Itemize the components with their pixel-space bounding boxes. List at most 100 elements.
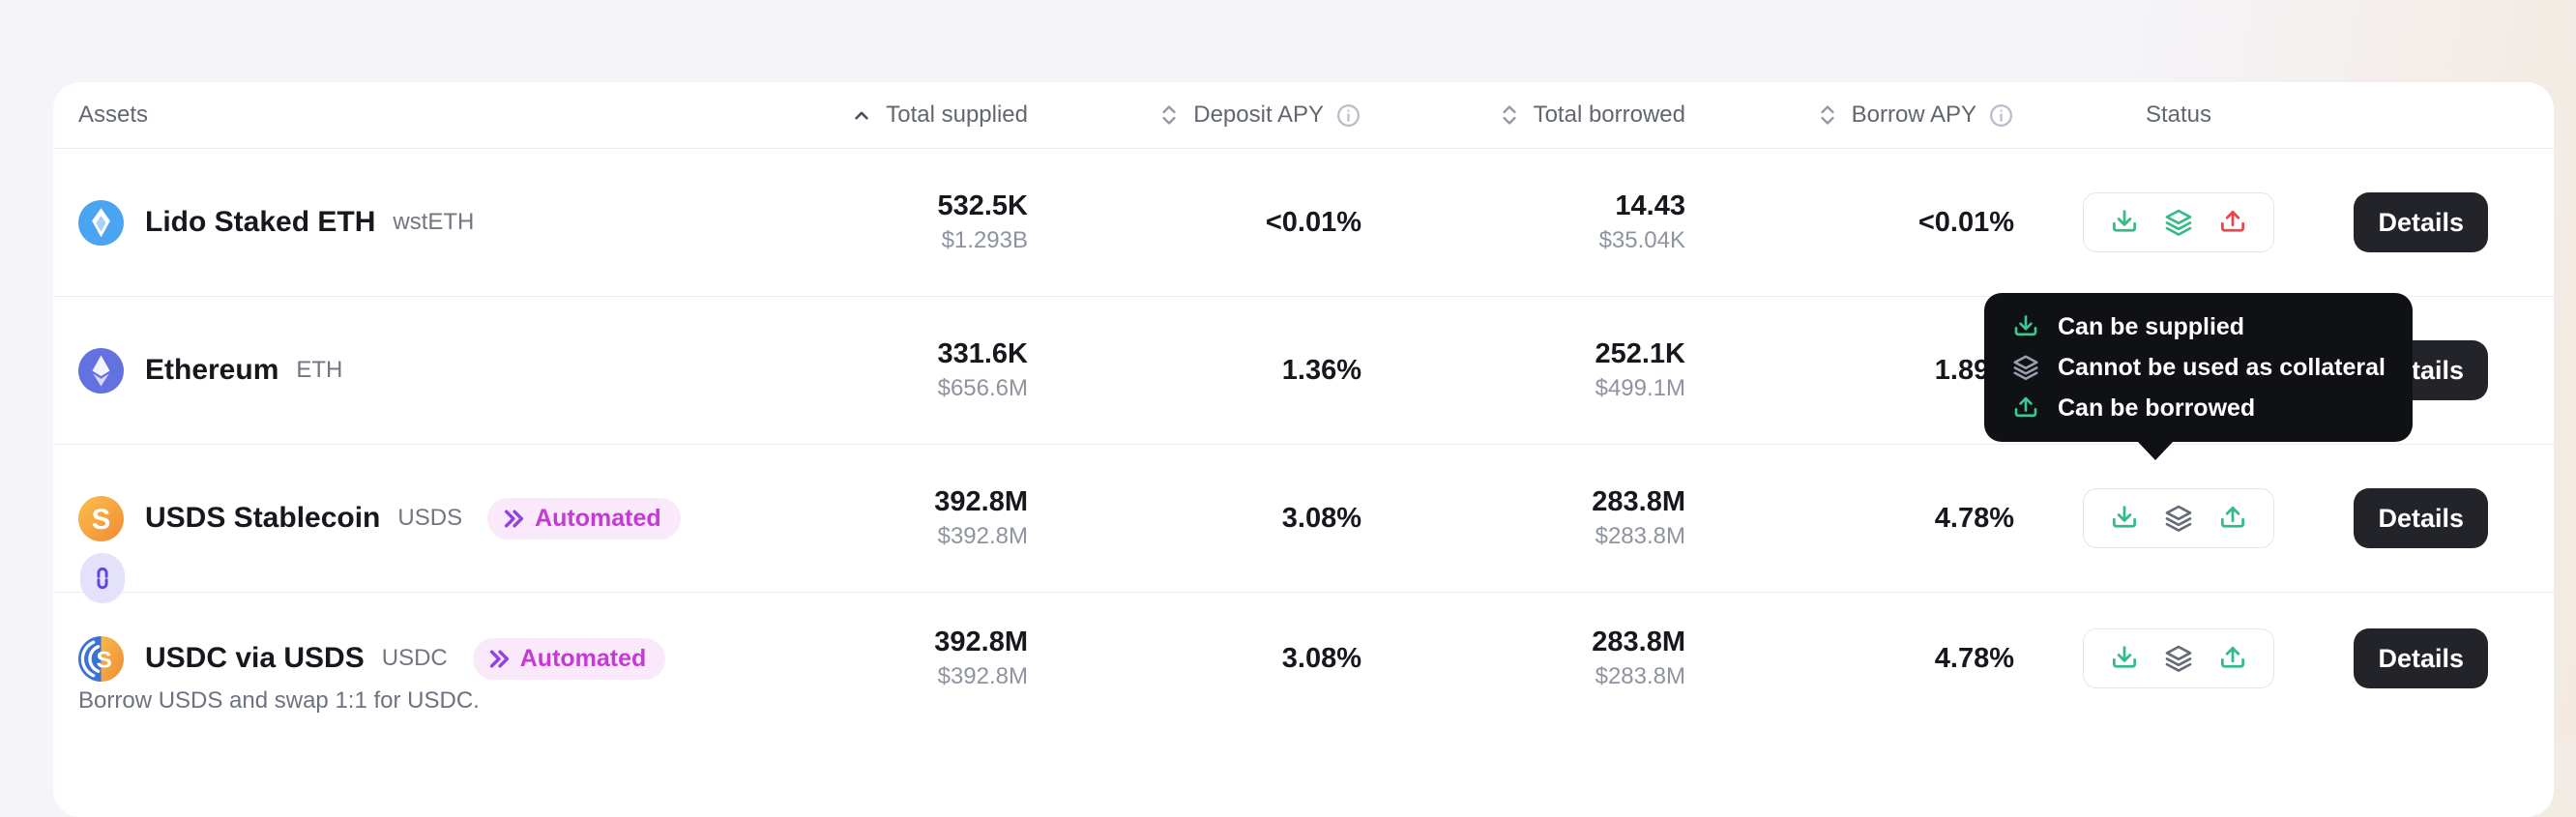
borrow-apy-cell: <0.01% xyxy=(1917,206,2014,238)
details-cell: Details xyxy=(2304,488,2488,548)
asset-ticker: USDC xyxy=(381,645,448,671)
status-cell xyxy=(2034,488,2324,548)
column-header-assets: Assets xyxy=(78,102,660,129)
sort-icon[interactable] xyxy=(1497,102,1522,128)
svg-text:S: S xyxy=(92,503,111,535)
details-button[interactable]: Details xyxy=(2354,488,2488,548)
total-supplied-cell: 392.8M $392.8M xyxy=(660,627,1028,689)
usdc-via-usds-icon: S xyxy=(78,635,124,682)
deposit-apy-cell: <0.01% xyxy=(1265,206,1361,238)
svg-text:S: S xyxy=(96,647,111,673)
column-label: Total supplied xyxy=(886,102,1028,128)
info-icon[interactable] xyxy=(1335,102,1361,129)
supplied-usd: $656.6M xyxy=(937,374,1028,401)
borrow-apy-cell: 4.78% xyxy=(1934,502,2014,534)
borrowed-usd: $283.8M xyxy=(1595,522,1685,549)
asset-name: USDC via USDS xyxy=(145,642,365,674)
total-supplied-cell: 532.5K $1.293B xyxy=(660,190,1028,253)
info-icon[interactable] xyxy=(1988,102,2014,129)
borrowed-amount: 252.1K xyxy=(1595,338,1685,370)
automated-badge-label: Automated xyxy=(519,644,647,672)
column-header-borrow-apy[interactable]: Borrow APY xyxy=(1685,102,2014,129)
supply-status-icon xyxy=(2109,503,2140,534)
tooltip-item-supply: Can be supplied xyxy=(2011,312,2386,341)
column-header-total-borrowed[interactable]: Total borrowed xyxy=(1361,102,1685,129)
borrow-status-icon xyxy=(2217,643,2248,674)
borrowed-usd: $35.04K xyxy=(1598,226,1685,253)
total-supplied-cell: 392.8M $392.8M xyxy=(660,486,1028,549)
column-header-status: Status xyxy=(2034,102,2324,129)
asset-cell: Lido Staked ETH wstETH xyxy=(78,199,660,246)
supplied-amount: 532.5K xyxy=(937,190,1028,222)
deposit-apy-cell: 1.36% xyxy=(1281,354,1361,386)
borrowed-amount: 283.8M xyxy=(1592,627,1685,658)
supplied-amount: 392.8M xyxy=(934,486,1028,518)
status-tooltip: Can be supplied Cannot be used as collat… xyxy=(1984,293,2413,460)
automated-badge: Automated xyxy=(472,637,666,680)
details-cell: Details xyxy=(2304,192,2488,252)
total-borrowed-cell: 252.1K $499.1M xyxy=(1361,338,1685,401)
automated-badge-label: Automated xyxy=(535,504,661,532)
supplied-usd: $1.293B xyxy=(941,226,1028,253)
deposit-apy-cell: 3.08% xyxy=(1281,502,1361,534)
collateral-status-icon xyxy=(2163,207,2194,238)
details-cell: Details xyxy=(2304,628,2488,688)
column-label: Total borrowed xyxy=(1533,102,1685,128)
asset-cell: Ethereum ETH xyxy=(78,347,660,394)
sort-asc-icon[interactable] xyxy=(849,102,874,128)
borrowed-usd: $499.1M xyxy=(1595,374,1685,401)
asset-name: USDS Stablecoin xyxy=(145,502,381,534)
linked-asset-badge xyxy=(80,553,125,603)
asset-name: Ethereum xyxy=(145,354,279,386)
total-borrowed-cell: 14.43 $35.04K xyxy=(1361,190,1685,253)
asset-ticker: USDS xyxy=(397,505,463,531)
total-borrowed-cell: 283.8M $283.8M xyxy=(1361,627,1685,689)
borrowed-usd: $283.8M xyxy=(1595,662,1685,689)
details-button[interactable]: Details xyxy=(2354,628,2488,688)
automated-badge: Automated xyxy=(487,497,681,540)
total-borrowed-cell: 283.8M $283.8M xyxy=(1361,486,1685,549)
chevrons-right-icon xyxy=(486,646,512,672)
collateral-status-icon xyxy=(2163,503,2194,534)
column-label: Borrow APY xyxy=(1851,102,1976,128)
row-description: Borrow USDS and swap 1:1 for USDC. xyxy=(78,687,480,714)
markets-table-card: Assets Total supplied Deposit APY Total … xyxy=(53,82,2554,817)
status-badge[interactable] xyxy=(2083,192,2274,252)
table-row-usdc-via-usds[interactable]: S USDC via USDS USDC Automated 392.8M $3… xyxy=(53,593,2554,767)
column-header-deposit-apy[interactable]: Deposit APY xyxy=(1028,102,1361,129)
column-label: Status xyxy=(2145,102,2212,128)
deposit-apy-cell: 3.08% xyxy=(1281,642,1361,674)
tooltip-label: Can be supplied xyxy=(2058,312,2245,340)
status-badge[interactable] xyxy=(2083,628,2274,688)
status-badge[interactable] xyxy=(2083,488,2274,548)
link-icon xyxy=(89,565,116,592)
column-label: Deposit APY xyxy=(1193,102,1324,128)
borrow-apy-cell: 4.78% xyxy=(1934,642,2014,674)
table-header: Assets Total supplied Deposit APY Total … xyxy=(53,82,2554,149)
supplied-usd: $392.8M xyxy=(937,522,1028,549)
supplied-usd: $392.8M xyxy=(937,662,1028,689)
column-label: Assets xyxy=(78,102,149,128)
table-row-usds[interactable]: S USDS Stablecoin USDS Automated 392.8M … xyxy=(53,445,2554,593)
total-supplied-cell: 331.6K $656.6M xyxy=(660,338,1028,401)
supply-status-icon xyxy=(2109,643,2140,674)
tooltip-label: Can be borrowed xyxy=(2058,394,2256,422)
sort-icon[interactable] xyxy=(1156,102,1182,128)
details-button[interactable]: Details xyxy=(2354,192,2488,252)
sort-icon[interactable] xyxy=(1815,102,1840,128)
borrow-status-icon xyxy=(2217,503,2248,534)
supplied-amount: 392.8M xyxy=(934,627,1028,658)
asset-cell: S USDS Stablecoin USDS Automated xyxy=(78,495,681,541)
upload-icon xyxy=(2011,394,2040,423)
table-row-wsteth[interactable]: Lido Staked ETH wstETH 532.5K $1.293B <0… xyxy=(53,149,2554,297)
status-cell xyxy=(2034,192,2324,252)
ethereum-icon xyxy=(78,347,124,394)
borrowed-amount: 283.8M xyxy=(1592,486,1685,518)
asset-cell: S USDC via USDS USDC Automated xyxy=(78,635,666,682)
column-header-total-supplied[interactable]: Total supplied xyxy=(660,102,1028,129)
asset-ticker: wstETH xyxy=(393,209,475,235)
download-icon xyxy=(2011,312,2040,341)
status-cell xyxy=(2034,628,2324,688)
layers-icon xyxy=(2011,353,2040,382)
supplied-amount: 331.6K xyxy=(937,338,1028,370)
